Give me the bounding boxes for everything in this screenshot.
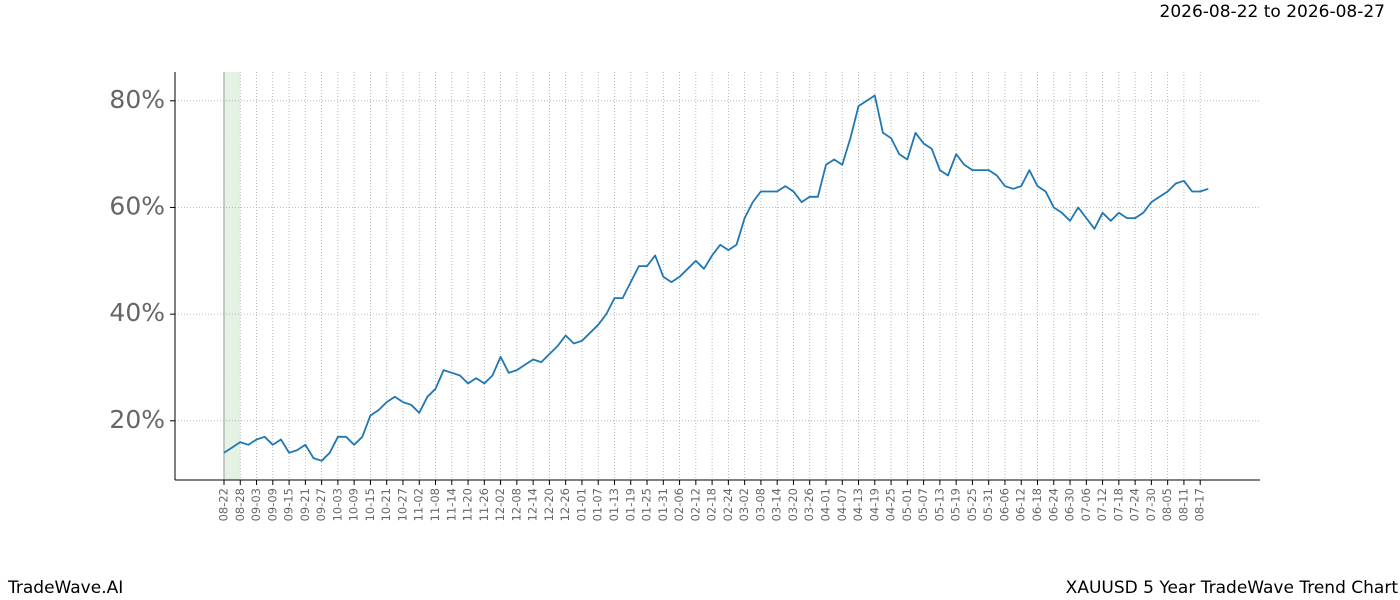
x-tick-label: 11-02 [412,488,426,521]
x-tick-label: 03-14 [770,488,784,521]
x-tick-label: 12-14 [526,488,540,521]
x-tick-label: 09-21 [298,488,312,521]
x-tick-label: 06-24 [1046,488,1060,521]
x-tick-label: 01-13 [607,488,621,521]
x-tick-label: 12-20 [542,488,556,521]
date-range: 2026-08-22 to 2026-08-27 [1160,2,1385,22]
chart-name: XAUUSD 5 Year TradeWave Trend Chart [1066,578,1399,598]
x-tick-label: 10-03 [330,488,344,521]
x-tick-label: 06-18 [1030,488,1044,521]
x-tick-label: 05-19 [949,488,963,521]
y-tick-label: 20% [109,405,165,434]
y-tick-label: 40% [109,298,165,327]
x-tick-label: 01-25 [640,488,654,521]
x-tick-label: 10-09 [347,488,361,521]
x-tick-label: 06-30 [1063,488,1077,521]
x-tick-label: 03-20 [786,488,800,521]
x-tick-label: 11-26 [477,488,491,521]
x-tick-label: 08-11 [1176,488,1190,521]
x-tick-label: 08-28 [233,488,247,521]
x-tick-label: 09-09 [265,488,279,521]
x-tick-label: 01-19 [623,488,637,521]
brand: TradeWave.AI [7,578,123,598]
x-tick-label: 12-08 [509,488,523,521]
x-tick-label: 09-15 [282,488,296,521]
x-tick-label: 10-15 [363,488,377,521]
x-tick-label: 08-22 [217,488,231,521]
x-tick-label: 07-12 [1095,488,1109,521]
x-tick-label: 06-12 [1014,488,1028,521]
x-tick-label: 04-25 [884,488,898,521]
x-tick-label: 06-06 [997,488,1011,521]
x-tick-label: 07-30 [1144,488,1158,521]
x-tick-label: 07-06 [1079,488,1093,521]
x-tick-label: 03-26 [802,488,816,521]
x-tick-label: 02-24 [721,488,735,521]
x-tick-label: 01-07 [591,488,605,521]
x-tick-label: 05-25 [965,488,979,521]
x-tick-label: 01-31 [656,488,670,521]
x-tick-label: 05-31 [981,488,995,521]
highlight-band [224,72,241,480]
x-tick-label: 04-19 [867,488,881,521]
x-tick-label: 10-21 [379,488,393,521]
x-tick-label: 04-01 [818,488,832,521]
x-tick-label: 10-27 [395,488,409,521]
x-tick-label: 01-01 [574,488,588,521]
y-tick-label: 80% [109,85,165,114]
x-tick-label: 02-12 [688,488,702,521]
x-tick-label: 09-03 [249,488,263,521]
x-tick-label: 03-02 [737,488,751,521]
x-tick-label: 05-01 [900,488,914,521]
x-tick-label: 08-05 [1160,488,1174,521]
x-tick-label: 07-24 [1128,488,1142,521]
x-tick-label: 04-07 [835,488,849,521]
trend-line [223,94,1209,462]
x-tick-label: 11-08 [428,488,442,521]
x-tick-label: 05-07 [916,488,930,521]
x-tick-label: 12-26 [558,488,572,521]
x-tick-label: 12-02 [493,488,507,521]
x-tick-label: 08-17 [1193,488,1207,521]
x-tick-label: 11-20 [461,488,475,521]
x-tick-label: 02-18 [705,488,719,521]
x-tick-label: 02-06 [672,488,686,521]
x-tick-label: 05-13 [932,488,946,521]
y-tick-label: 60% [109,191,165,220]
x-tick-label: 09-27 [314,488,328,521]
x-tick-label: 11-14 [444,488,458,521]
x-tick-label: 07-18 [1111,488,1125,521]
x-tick-label: 03-08 [753,488,767,521]
x-tick-label: 04-13 [851,488,865,521]
